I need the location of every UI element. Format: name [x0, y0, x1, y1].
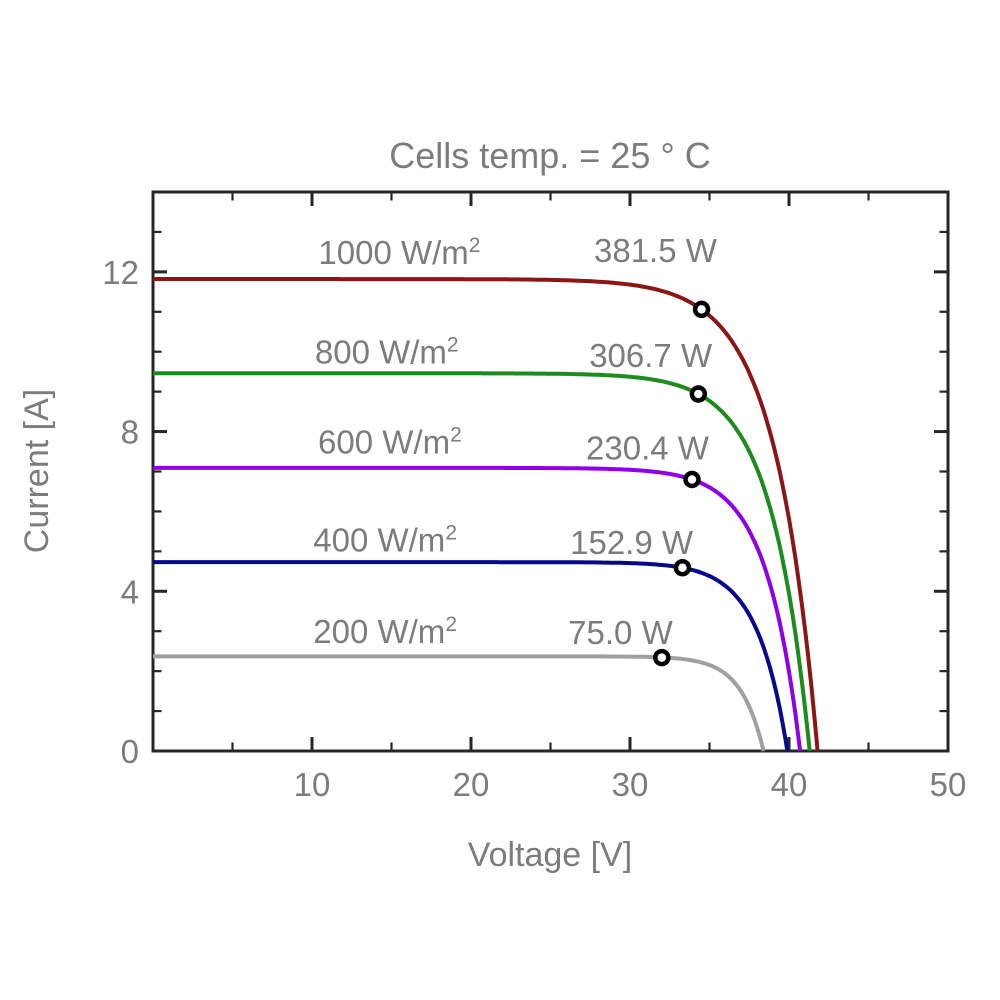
mpp-marker-200 [653, 648, 671, 667]
plot-area: 10 20 30 40 50 0 4 8 12 1000 W/m2 381.5 W 800 W/m2 3… [102, 190, 967, 803]
mpp-power-label-800: 306.7 W [589, 337, 713, 374]
irradiance-label-sup-800: 2 [447, 334, 459, 357]
y-tick-label: 12 [102, 254, 139, 291]
y-tick-label: 0 [121, 733, 139, 770]
x-tick-label: 40 [771, 766, 808, 803]
irradiance-label-400: 400 W/m2 [313, 521, 457, 558]
mpp-power-label-200: 75.0 W [568, 614, 673, 651]
iv-curve-200 [153, 654, 766, 752]
x-axis-title: Voltage [V] [468, 836, 632, 874]
irradiance-label-800: 800 W/m2 [315, 334, 459, 371]
mpp-marker-600 [683, 470, 701, 489]
plot-box [151, 190, 950, 753]
mpp-power-label-400: 152.9 W [570, 524, 694, 561]
iv-curve-600 [153, 465, 803, 752]
irradiance-label-sup-1000: 2 [469, 234, 481, 257]
y-tick-label: 8 [121, 414, 139, 451]
mpp-marker-800 [689, 385, 708, 403]
y-axis-title: Current [A] [18, 389, 56, 553]
x-tick-label: 30 [612, 766, 649, 803]
irradiance-label-sup-400: 2 [445, 521, 457, 544]
chart-title: Cells temp. = 25 ° C [389, 135, 711, 176]
y-tick-label: 4 [121, 573, 139, 610]
irradiance-label-sup-600: 2 [450, 424, 462, 447]
irradiance-label-sup-200: 2 [445, 613, 457, 636]
irradiance-label-600: 600 W/m2 [318, 424, 462, 461]
irradiance-label-200: 200 W/m2 [313, 613, 457, 650]
irradiance-label-1000: 1000 W/m2 [318, 234, 480, 271]
x-tick-label: 10 [294, 766, 331, 803]
x-tick-label: 50 [930, 766, 967, 803]
mpp-power-label-1000: 381.5 W [594, 232, 718, 269]
mpp-marker-400 [673, 558, 692, 577]
mpp-power-label-600: 230.4 W [586, 430, 710, 467]
mpp-marker-1000 [692, 300, 711, 319]
x-tick-label: 20 [453, 766, 490, 803]
iv-curve-1000 [153, 277, 820, 752]
